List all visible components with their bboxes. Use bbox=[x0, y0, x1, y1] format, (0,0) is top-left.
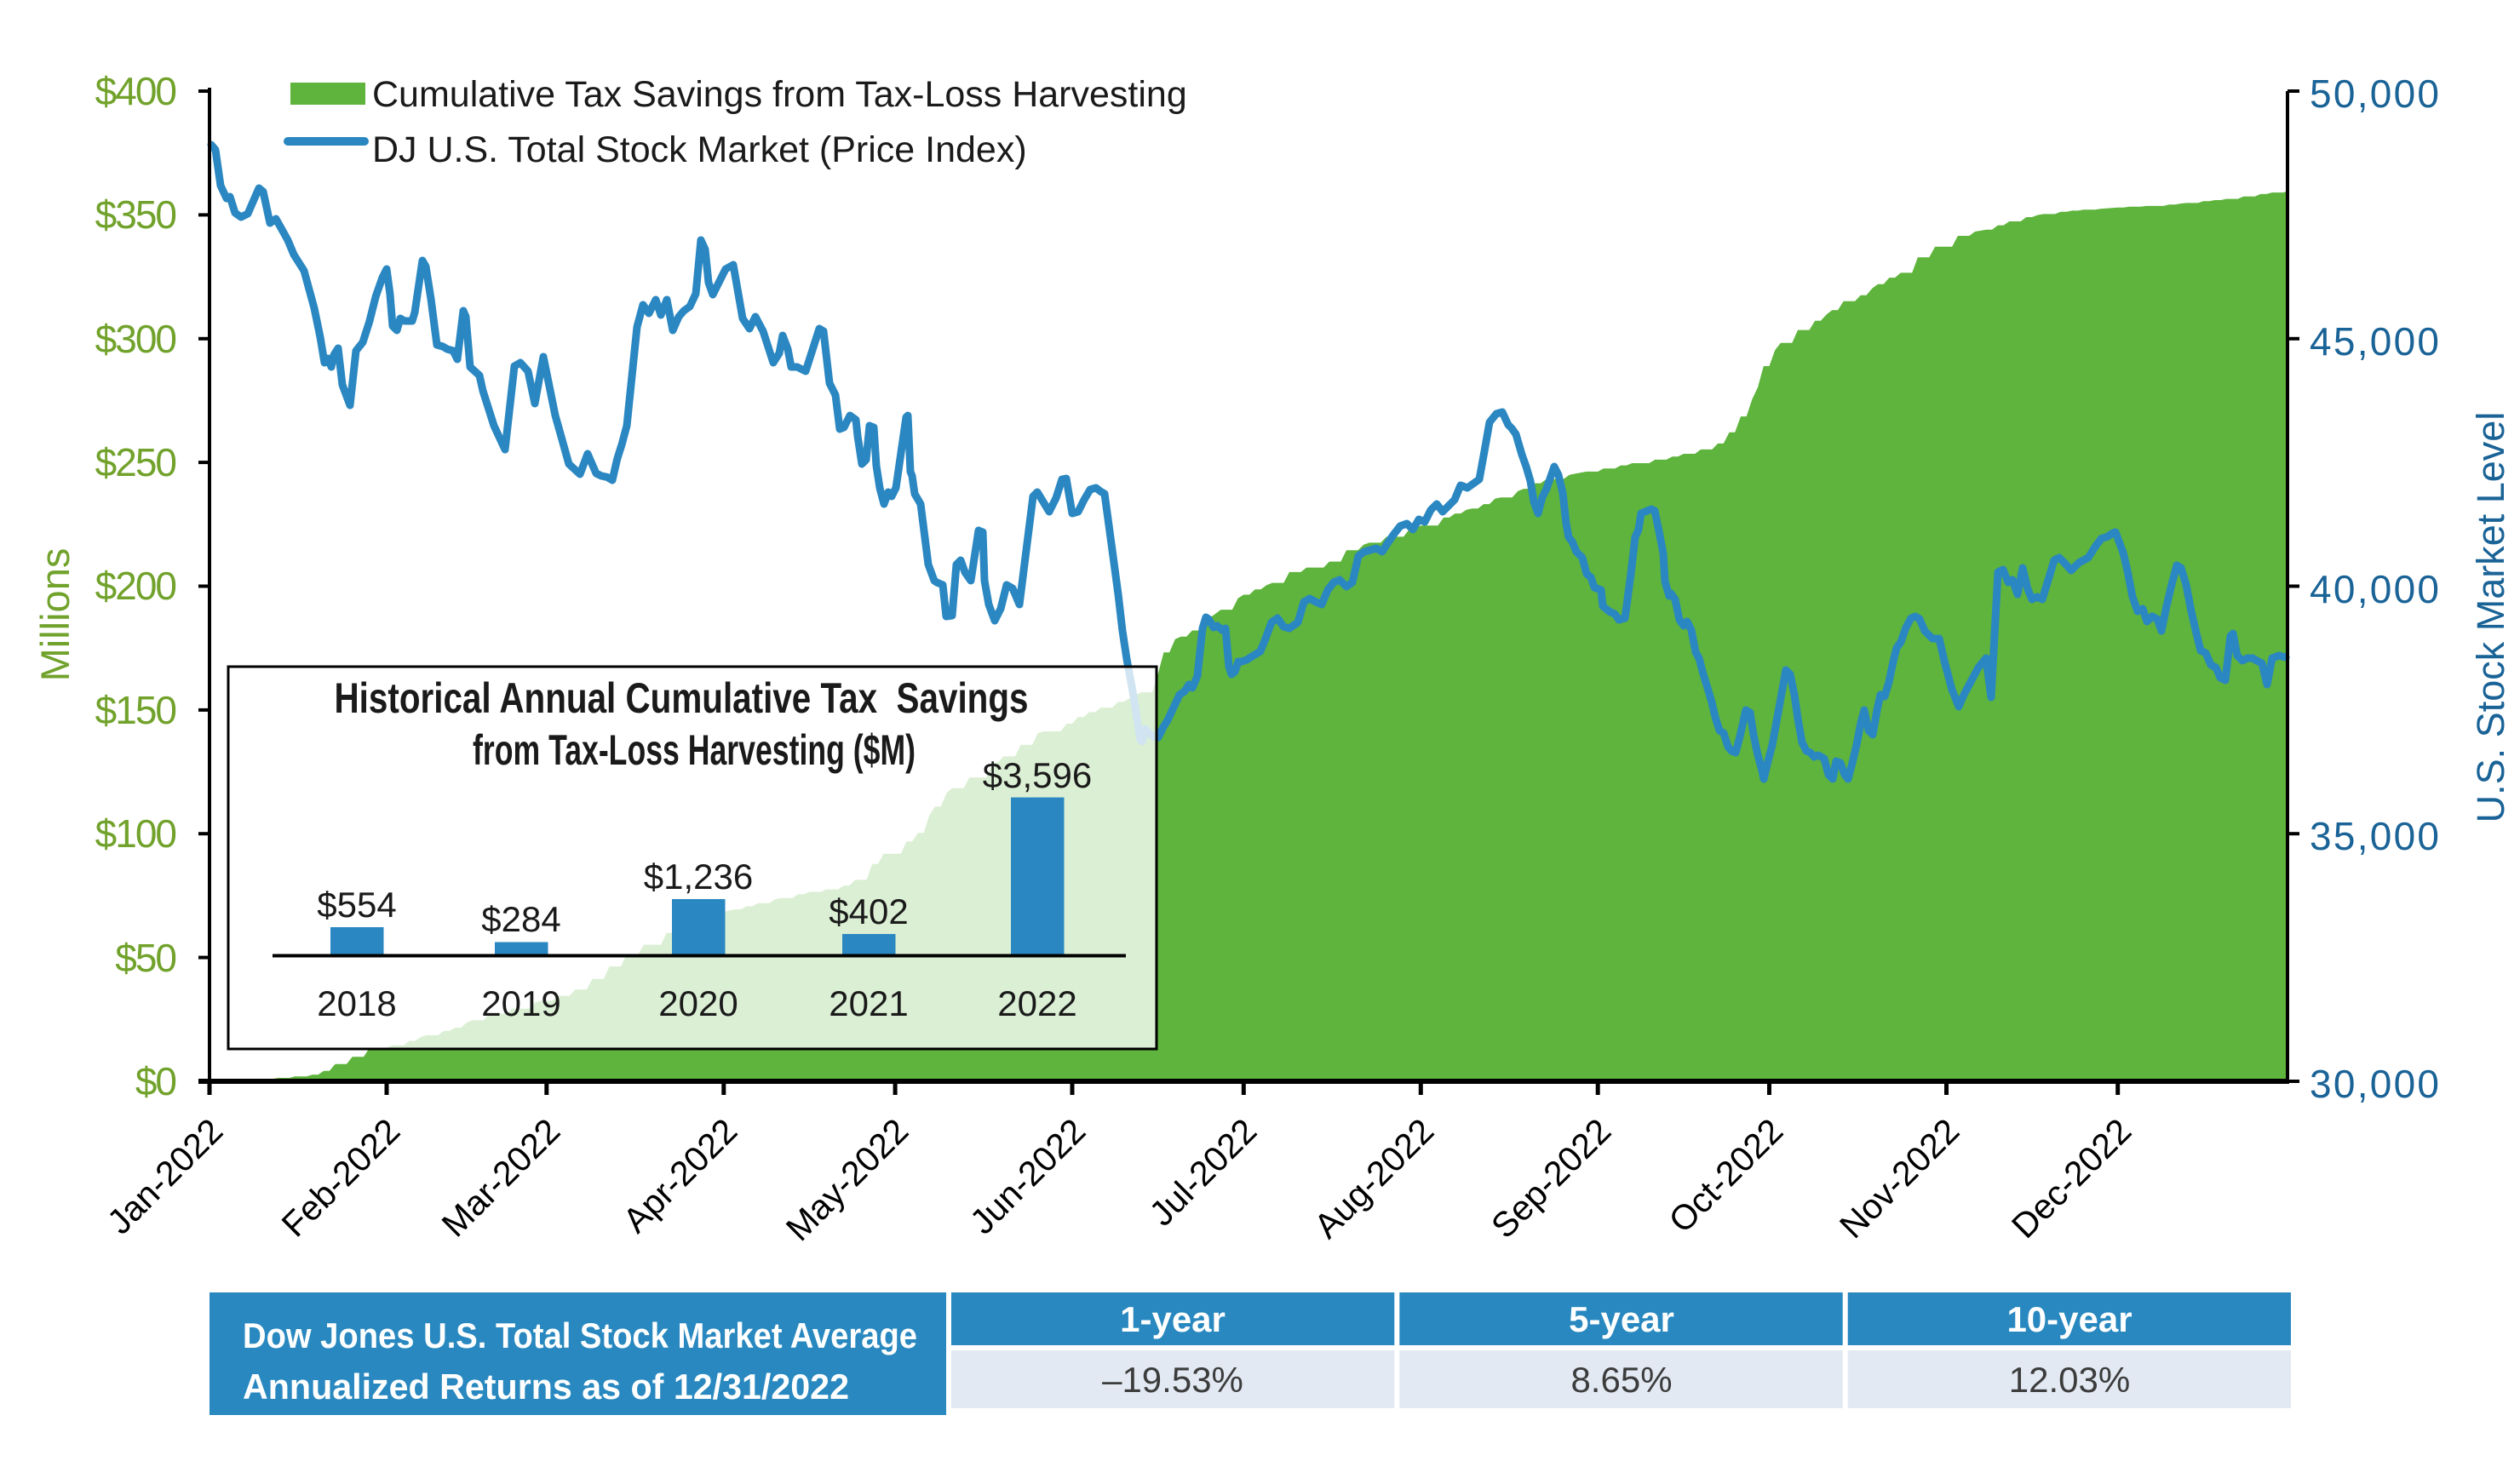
svg-text:$284: $284 bbox=[481, 899, 560, 939]
svg-text:50,000: 50,000 bbox=[2310, 72, 2439, 116]
svg-text:$3,596: $3,596 bbox=[983, 755, 1092, 795]
svg-text:$0: $0 bbox=[135, 1059, 176, 1103]
svg-text:$554: $554 bbox=[317, 885, 396, 925]
svg-text:45,000: 45,000 bbox=[2310, 319, 2439, 364]
svg-text:8.65%: 8.65% bbox=[1570, 1360, 1672, 1400]
svg-text:$402: $402 bbox=[829, 891, 908, 931]
svg-text:35,000: 35,000 bbox=[2310, 814, 2439, 858]
svg-text:$200: $200 bbox=[95, 564, 176, 608]
svg-text:1-year: 1-year bbox=[1120, 1299, 1226, 1339]
svg-text:Annualized Returns as of 12/31: Annualized Returns as of 12/31/2022 bbox=[243, 1367, 849, 1407]
svg-text:2018: 2018 bbox=[317, 983, 396, 1023]
svg-text:$1,236: $1,236 bbox=[644, 857, 753, 897]
svg-text:U.S. Stock Market Level: U.S. Stock Market Level bbox=[2469, 412, 2512, 823]
svg-text:2021: 2021 bbox=[829, 983, 908, 1023]
svg-text:from Tax-Loss Harvesting ($M): from Tax-Loss Harvesting ($M) bbox=[473, 726, 916, 774]
svg-text:2022: 2022 bbox=[997, 983, 1076, 1023]
svg-text:$400: $400 bbox=[95, 69, 176, 113]
svg-text:12.03%: 12.03% bbox=[2009, 1360, 2130, 1400]
svg-text:$300: $300 bbox=[95, 317, 176, 361]
svg-text:2020: 2020 bbox=[658, 983, 738, 1023]
svg-text:$350: $350 bbox=[95, 192, 176, 237]
svg-text:$150: $150 bbox=[95, 688, 176, 732]
svg-text:–19.53%: –19.53% bbox=[1102, 1360, 1243, 1400]
svg-text:$50: $50 bbox=[115, 936, 175, 980]
svg-text:Historical Annual Cumulative T: Historical Annual Cumulative Tax Savings bbox=[335, 674, 1029, 722]
svg-text:30,000: 30,000 bbox=[2310, 1062, 2439, 1106]
svg-text:10-year: 10-year bbox=[2006, 1299, 2132, 1339]
svg-text:5-year: 5-year bbox=[1569, 1299, 1674, 1339]
svg-text:Dow Jones U.S. Total Stock Mar: Dow Jones U.S. Total Stock Market Averag… bbox=[243, 1315, 917, 1355]
svg-text:DJ U.S. Total Stock Market (Pr: DJ U.S. Total Stock Market (Price Index) bbox=[372, 129, 1027, 170]
svg-text:40,000: 40,000 bbox=[2310, 567, 2439, 611]
svg-text:$100: $100 bbox=[95, 811, 176, 856]
svg-text:Millions: Millions bbox=[32, 548, 77, 682]
svg-text:Cumulative Tax Savings from Ta: Cumulative Tax Savings from Tax-Loss Har… bbox=[372, 74, 1187, 115]
svg-text:$250: $250 bbox=[95, 440, 176, 484]
svg-text:2019: 2019 bbox=[481, 983, 560, 1023]
